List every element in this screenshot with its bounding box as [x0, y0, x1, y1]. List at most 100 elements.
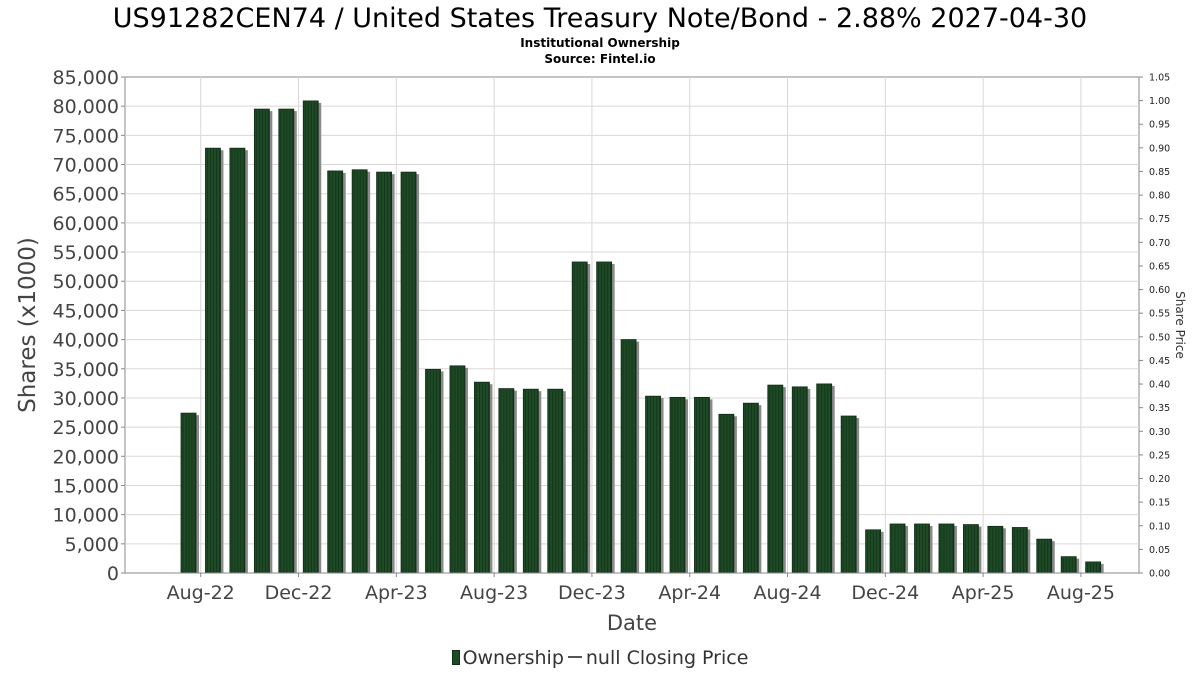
- ownership-bar: [596, 261, 615, 574]
- ownership-bar: [180, 412, 199, 574]
- y2-tick-label: 0.15: [1149, 498, 1170, 509]
- ownership-bar: [327, 170, 346, 574]
- y2-tick-label: 1.05: [1149, 73, 1170, 84]
- ownership-bar: [1036, 538, 1055, 574]
- y-axis-left: 0 5,000 10,000 15,000 20,000 25,000 30,000 35,0…: [53, 67, 125, 585]
- x-tick-label: Apr-24: [658, 582, 721, 604]
- y-tick-label: 25,000: [53, 417, 119, 439]
- legend: Ownership null Closing Price: [0, 647, 1200, 669]
- y2-tick-label: 1.00: [1149, 96, 1170, 107]
- ownership-bar: [718, 413, 737, 574]
- ownership-bar: [351, 169, 371, 574]
- ownership-bar: [449, 365, 468, 574]
- chart-title: US91282CEN74 / United States Treasury No…: [112, 3, 1088, 34]
- y-tick-label: 35,000: [53, 359, 119, 381]
- ownership-legend-swatch: [451, 650, 460, 665]
- y-tick-label: 40,000: [53, 330, 119, 352]
- x-tick-label: Dec-24: [851, 582, 919, 604]
- legend-ownership-label: Ownership: [462, 647, 564, 669]
- y-axis-title: Shares (x1000): [15, 237, 41, 413]
- ownership-bar: [278, 108, 297, 574]
- ownership-bar: [645, 395, 664, 574]
- ownership-bar: [987, 525, 1006, 574]
- y2-tick-label: 0.40: [1149, 380, 1170, 391]
- y-axis-right: 0.00 0.05 0.10 0.15 0.20 0.25 0.30 0.35 0.40 0.45…: [1139, 73, 1170, 580]
- ownership-bar: [791, 386, 811, 574]
- x-tick-label: Aug-25: [1047, 582, 1115, 604]
- ownership-bar: [229, 147, 248, 574]
- y-tick-label: 55,000: [53, 242, 119, 264]
- y-tick-label: 50,000: [53, 271, 119, 293]
- y-tick-label: 0: [107, 563, 119, 585]
- y2-tick-label: 0.90: [1149, 143, 1170, 154]
- y-tick-label: 80,000: [53, 96, 119, 118]
- y2-tick-label: 0.85: [1149, 167, 1170, 178]
- y2-tick-label: 0.45: [1149, 356, 1170, 367]
- y2-tick-label: 0.60: [1149, 285, 1170, 296]
- ownership-bar: [498, 388, 517, 574]
- y2-axis-title: Share Price: [1173, 291, 1187, 359]
- x-axis: Aug-22 Dec-22 Apr-23 Aug-23 Dec-23 Apr-24 Aug-…: [125, 572, 1139, 604]
- y2-tick-label: 0.20: [1149, 474, 1170, 485]
- ownership-bar: [694, 396, 713, 574]
- y2-tick-label: 0.05: [1149, 545, 1170, 556]
- ownership-bar: [963, 524, 982, 574]
- y-tick-label: 10,000: [53, 505, 119, 527]
- y-tick-label: 5,000: [65, 534, 119, 556]
- x-tick-label: Apr-25: [952, 582, 1015, 604]
- chart-subtitle: Institutional Ownership: [520, 36, 680, 50]
- ownership-bar: [620, 339, 640, 574]
- x-tick-label: Aug-22: [167, 582, 235, 604]
- ownership-bar: [914, 523, 933, 574]
- ownership-bar: [669, 396, 688, 574]
- ownership-bar: [767, 384, 786, 574]
- ownership-bar: [473, 381, 493, 574]
- ownership-bar: [522, 388, 542, 574]
- y2-tick-label: 0.30: [1149, 427, 1170, 438]
- y2-tick-label: 0.35: [1149, 403, 1170, 414]
- y-tick-label: 30,000: [53, 388, 119, 410]
- ownership-bar: [1085, 561, 1104, 574]
- y-tick-label: 60,000: [53, 213, 119, 235]
- y-tick-label: 45,000: [53, 300, 119, 322]
- y-tick-label: 65,000: [53, 184, 119, 206]
- ownership-bar: [1060, 556, 1080, 574]
- ownership-bar: [742, 402, 762, 574]
- ownership-bar: [376, 171, 395, 574]
- y2-tick-label: 0.75: [1149, 214, 1170, 225]
- y2-tick-label: 0.10: [1149, 521, 1170, 532]
- y2-tick-label: 0.00: [1149, 569, 1170, 580]
- x-tick-label: Apr-23: [365, 582, 428, 604]
- x-tick-label: Aug-24: [753, 582, 821, 604]
- price-legend-line: [567, 656, 582, 658]
- legend-price-label: null Closing Price: [585, 647, 749, 669]
- x-tick-label: Dec-23: [558, 582, 626, 604]
- x-tick-label: Aug-23: [460, 582, 528, 604]
- ownership-bar: [1011, 527, 1031, 574]
- ownership-bar: [889, 523, 909, 574]
- ownership-bar: [302, 100, 322, 574]
- ownership-bar: [425, 368, 444, 574]
- y2-tick-label: 0.70: [1149, 238, 1170, 249]
- ownership-bar: [840, 415, 860, 574]
- chart-source: Source: Fintel.io: [544, 52, 656, 66]
- ownership-bar: [547, 388, 566, 574]
- y2-tick-label: 0.25: [1149, 450, 1170, 461]
- x-tick-label: Dec-22: [265, 582, 333, 604]
- y-tick-label: 15,000: [53, 475, 119, 497]
- ownership-bar: [253, 108, 273, 574]
- ownership-bar: [938, 523, 957, 574]
- y2-tick-label: 0.95: [1149, 120, 1170, 131]
- y2-tick-label: 0.50: [1149, 332, 1170, 343]
- ownership-bar: [816, 383, 835, 574]
- x-axis-title: Date: [607, 611, 657, 635]
- ownership-bar: [865, 529, 884, 574]
- y2-tick-label: 0.65: [1149, 261, 1170, 272]
- y-tick-label: 85,000: [53, 67, 119, 89]
- y-tick-label: 20,000: [53, 446, 119, 468]
- y-tick-label: 70,000: [53, 155, 119, 177]
- y-tick-label: 75,000: [53, 125, 119, 147]
- y2-tick-label: 0.80: [1149, 191, 1170, 202]
- ownership-bar: [400, 171, 420, 574]
